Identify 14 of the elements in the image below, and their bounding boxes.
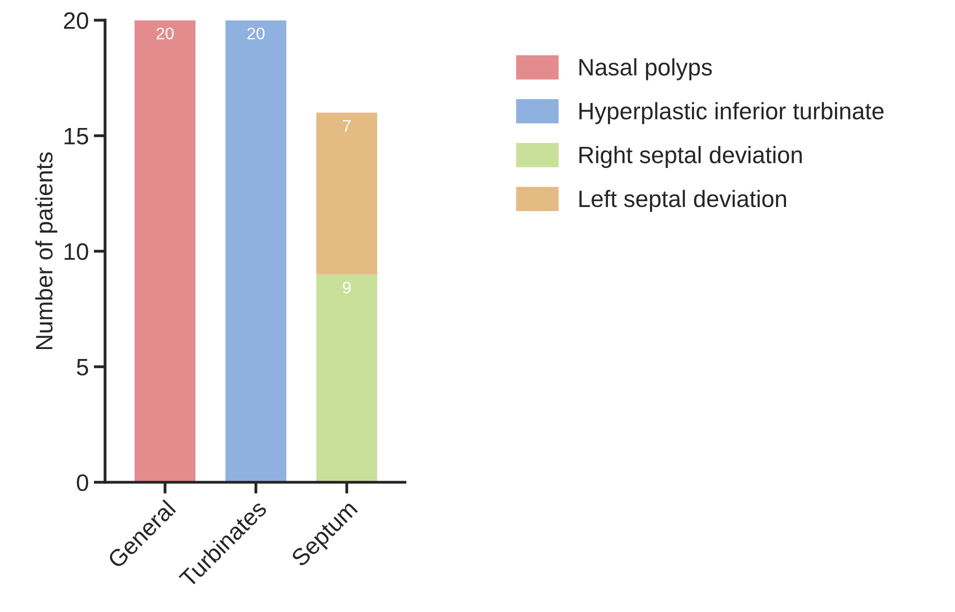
legend-label: Hyperplastic inferior turbinate — [579, 102, 884, 124]
data-label: 9 — [342, 282, 351, 294]
y-axis-title: Number of patients — [35, 152, 58, 350]
y-tick-label: 0 — [76, 474, 88, 492]
data-label: 20 — [156, 28, 174, 40]
y-tick-label: 20 — [64, 12, 88, 29]
y-tick-label: 15 — [64, 128, 88, 144]
data-label: 7 — [342, 120, 351, 132]
legend-label: Left septal deviation — [579, 190, 786, 212]
data-label: 20 — [247, 28, 265, 40]
y-tick-label: 10 — [64, 243, 88, 260]
y-tick-label: 5 — [76, 359, 88, 376]
legend-label: Right septal deviation — [579, 146, 802, 168]
legend-label: Nasal polyps — [579, 58, 712, 80]
